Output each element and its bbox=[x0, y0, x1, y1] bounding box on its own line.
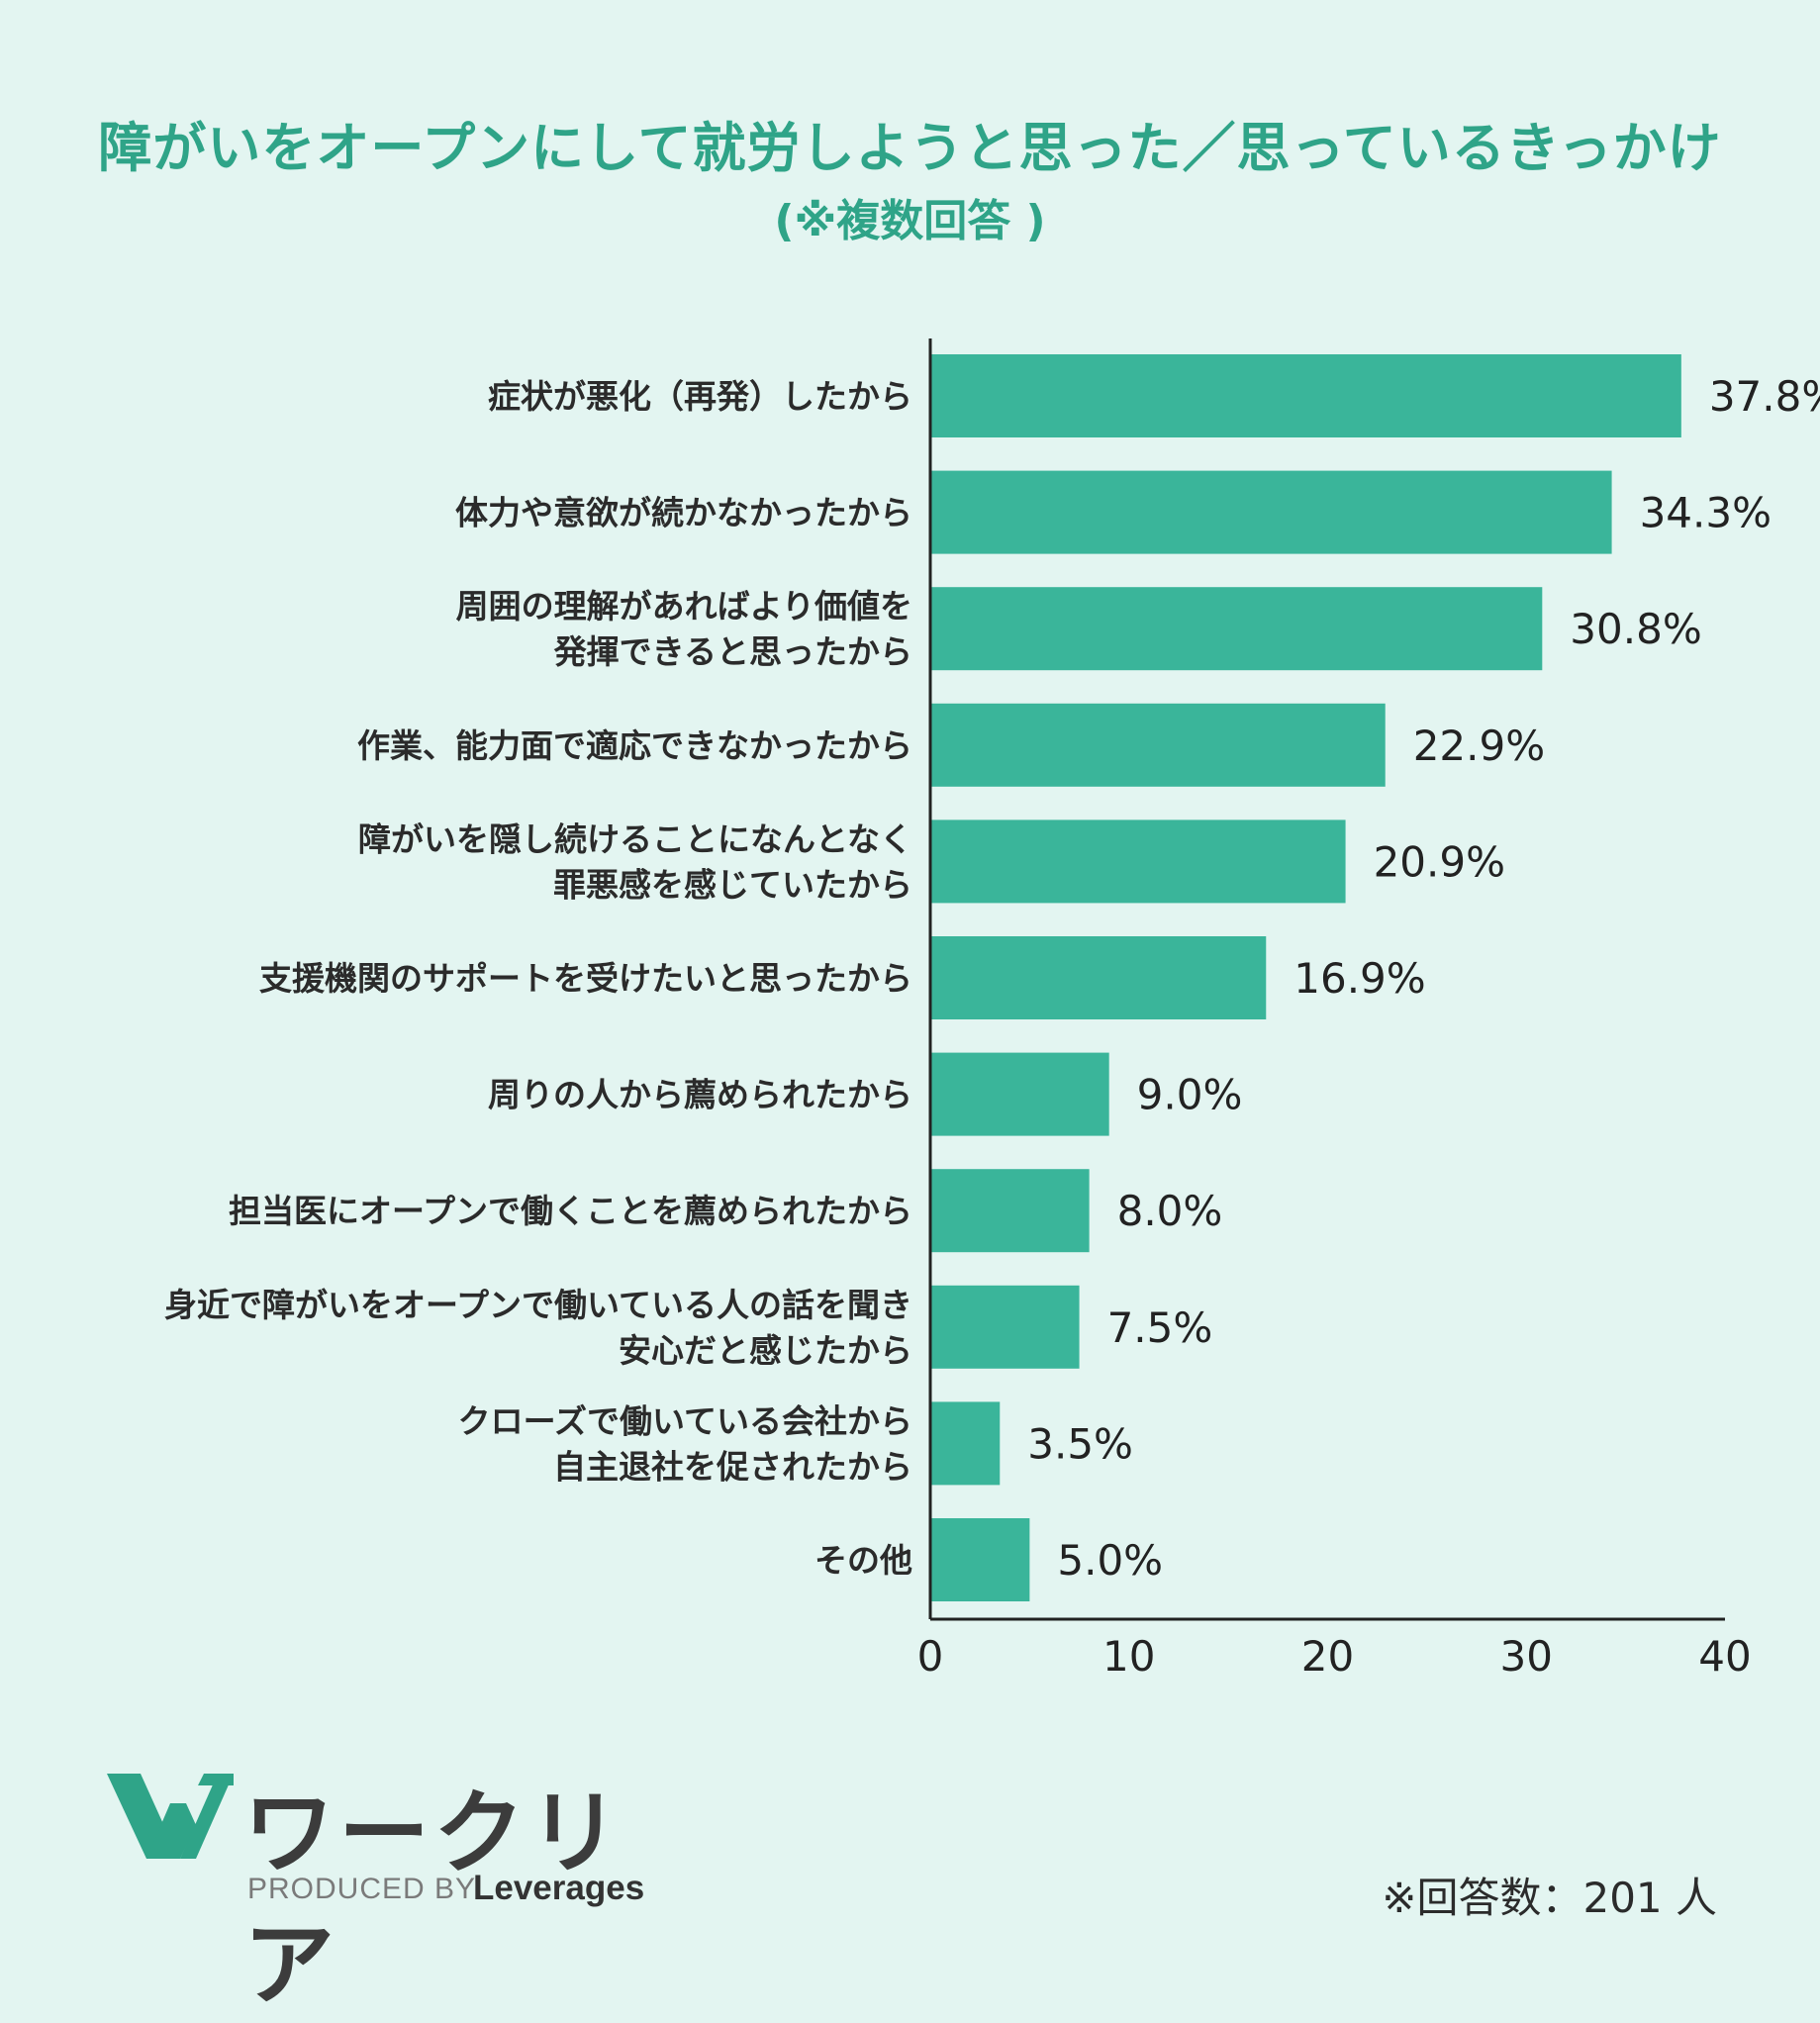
value-label-7: 8.0% bbox=[1117, 1187, 1223, 1235]
category-label-0-0: 症状が悪化（再発）したから bbox=[488, 377, 912, 416]
value-label-9: 3.5% bbox=[1027, 1419, 1133, 1468]
bar-9 bbox=[930, 1401, 1001, 1486]
bar-chart: 37.8% 症状が悪化（再発）したから 34.3% 体力や意欲が続かなかったから 30.… bbox=[164, 338, 1820, 1681]
value-label-2: 30.8% bbox=[1570, 605, 1701, 653]
logo-wordmark: ワークリア bbox=[243, 1781, 624, 2018]
bar-7 bbox=[930, 1169, 1090, 1253]
value-label-4: 20.9% bbox=[1374, 837, 1505, 886]
produced-by-text: PRODUCED BY bbox=[247, 1873, 477, 1905]
x-tick-label-2: 20 bbox=[1301, 1632, 1354, 1681]
category-label-4-0: 障がいを隠し続けることになんとなく bbox=[358, 819, 912, 858]
category-label-9-0: クローズで働いている会社から bbox=[458, 1401, 912, 1440]
bar-3 bbox=[930, 703, 1386, 787]
value-label-3: 22.9% bbox=[1413, 722, 1545, 770]
bar-8 bbox=[930, 1285, 1080, 1369]
category-label-4-1: 罪悪感を感じていたから bbox=[553, 865, 912, 904]
value-label-1: 34.3% bbox=[1640, 489, 1772, 537]
value-label-0: 37.8% bbox=[1709, 372, 1820, 421]
value-label-6: 9.0% bbox=[1137, 1071, 1243, 1119]
chart-subtitle: (※複数回答 ) bbox=[774, 196, 1046, 246]
x-tick-label-1: 10 bbox=[1102, 1632, 1155, 1681]
bar-5 bbox=[930, 936, 1267, 1019]
logo-mark-right-stroke bbox=[180, 1774, 234, 1859]
bar-4 bbox=[930, 819, 1346, 904]
logo-mark-left-stroke bbox=[107, 1774, 168, 1859]
value-label-10: 5.0% bbox=[1057, 1536, 1163, 1585]
x-tick-label-4: 40 bbox=[1698, 1632, 1751, 1681]
bar-6 bbox=[930, 1052, 1109, 1136]
category-label-6-0: 周りの人から薦められたから bbox=[488, 1076, 912, 1114]
x-tick-labels: 0 10 20 30 40 bbox=[917, 1632, 1752, 1681]
category-label-8-1: 安心だと感じたから bbox=[619, 1331, 912, 1370]
logo-mark-cap bbox=[198, 1774, 234, 1785]
logo-mark-middle-stroke bbox=[146, 1803, 196, 1859]
company-name: Leverages bbox=[473, 1869, 645, 1907]
x-tick-label-3: 30 bbox=[1500, 1632, 1553, 1681]
category-label-7-0: 担当医にオープンで働くことを薦められたから bbox=[229, 1192, 912, 1230]
category-label-9-1: 自主退社を促されたから bbox=[553, 1447, 912, 1486]
bar-0 bbox=[930, 354, 1681, 437]
bar-10 bbox=[930, 1518, 1030, 1601]
value-label-8: 7.5% bbox=[1107, 1303, 1213, 1352]
brand-logo: ワークリア PRODUCED BY Leverages bbox=[107, 1760, 661, 2018]
workria-logo-mark-icon bbox=[107, 1774, 234, 1859]
category-label-8-0: 身近で障がいをオープンで働いている人の話を聞き bbox=[164, 1286, 912, 1324]
bar-1 bbox=[930, 470, 1612, 554]
respondent-count: ※回答数：201 人 bbox=[1382, 1874, 1717, 1922]
value-label-5: 16.9% bbox=[1293, 954, 1425, 1003]
category-label-2-1: 発揮できると思ったから bbox=[554, 632, 912, 671]
category-label-2-0: 周囲の理解があればより価値を bbox=[456, 587, 912, 626]
category-label-5-0: 支援機関のサポートを受けたいと思ったから bbox=[259, 959, 912, 998]
bars-layer: 37.8% 症状が悪化（再発）したから 34.3% 体力や意欲が続かなかったから 30.… bbox=[164, 354, 1820, 1601]
bar-2 bbox=[930, 587, 1543, 671]
category-label-3-0: 作業、能力面で適応できなかったから bbox=[357, 726, 912, 765]
category-label-10-0: その他 bbox=[814, 1541, 912, 1580]
category-label-1-0: 体力や意欲が続かなかったから bbox=[455, 494, 912, 532]
x-tick-label-0: 0 bbox=[917, 1632, 944, 1681]
chart-title: 障がいをオープンにして就労しようと思った／思っているきっかけ bbox=[98, 117, 1722, 179]
